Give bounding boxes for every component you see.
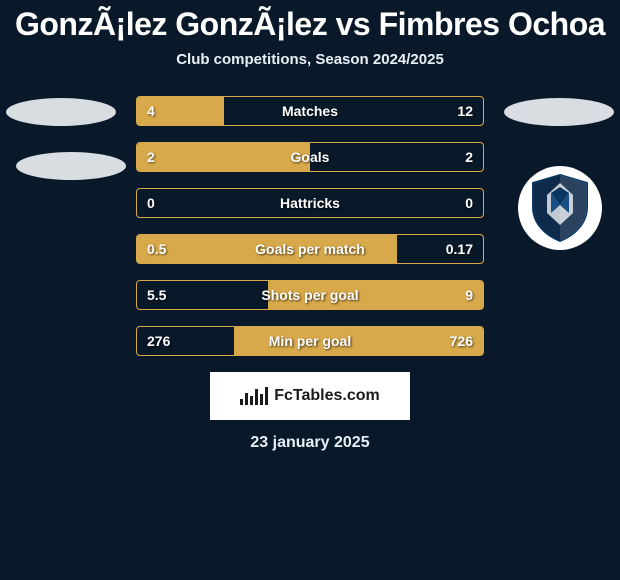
stat-value-left: 4: [147, 103, 155, 119]
stat-fill-left: [137, 143, 310, 171]
stat-label: Goals: [291, 149, 330, 165]
stat-row: 276 Min per goal 726: [136, 326, 484, 356]
stat-value-left: 0.5: [147, 241, 166, 257]
bar-chart-icon: [240, 387, 268, 405]
brand-badge: FcTables.com: [210, 372, 410, 420]
stat-value-right: 2: [465, 149, 473, 165]
page-title: GonzÃ¡lez GonzÃ¡lez vs Fimbres Ochoa: [0, 0, 620, 43]
stat-label: Min per goal: [269, 333, 351, 349]
stat-value-right: 0: [465, 195, 473, 211]
stat-row: 0 Hattricks 0: [136, 188, 484, 218]
stat-label: Hattricks: [280, 195, 340, 211]
stat-label: Goals per match: [255, 241, 365, 257]
footer-date: 23 january 2025: [0, 434, 620, 452]
stat-value-right: 726: [450, 333, 473, 349]
stat-value-left: 0: [147, 195, 155, 211]
stat-value-left: 276: [147, 333, 170, 349]
comparison-bars: 4 Matches 12 2 Goals 2 0 Hattricks 0 0.5 Goals per…: [136, 96, 484, 356]
stat-value-right: 12: [457, 103, 473, 119]
stat-row: 5.5 Shots per goal 9: [136, 280, 484, 310]
page-subtitle: Club competitions, Season 2024/2025: [0, 51, 620, 68]
left-team-placeholder-2: [16, 152, 126, 180]
shield-icon: [529, 173, 591, 243]
right-team-logo: [518, 166, 602, 250]
brand-text: FcTables.com: [274, 387, 380, 405]
right-team-placeholder-1: [504, 98, 614, 126]
stat-row: 4 Matches 12: [136, 96, 484, 126]
left-team-placeholder-1: [6, 98, 116, 126]
stat-label: Matches: [282, 103, 338, 119]
stat-value-left: 5.5: [147, 287, 166, 303]
stat-label: Shots per goal: [261, 287, 358, 303]
stat-row: 2 Goals 2: [136, 142, 484, 172]
stat-value-left: 2: [147, 149, 155, 165]
stat-value-right: 9: [465, 287, 473, 303]
stat-row: 0.5 Goals per match 0.17: [136, 234, 484, 264]
stat-value-right: 0.17: [446, 241, 473, 257]
comparison-panel: 4 Matches 12 2 Goals 2 0 Hattricks 0 0.5 Goals per…: [0, 96, 620, 356]
